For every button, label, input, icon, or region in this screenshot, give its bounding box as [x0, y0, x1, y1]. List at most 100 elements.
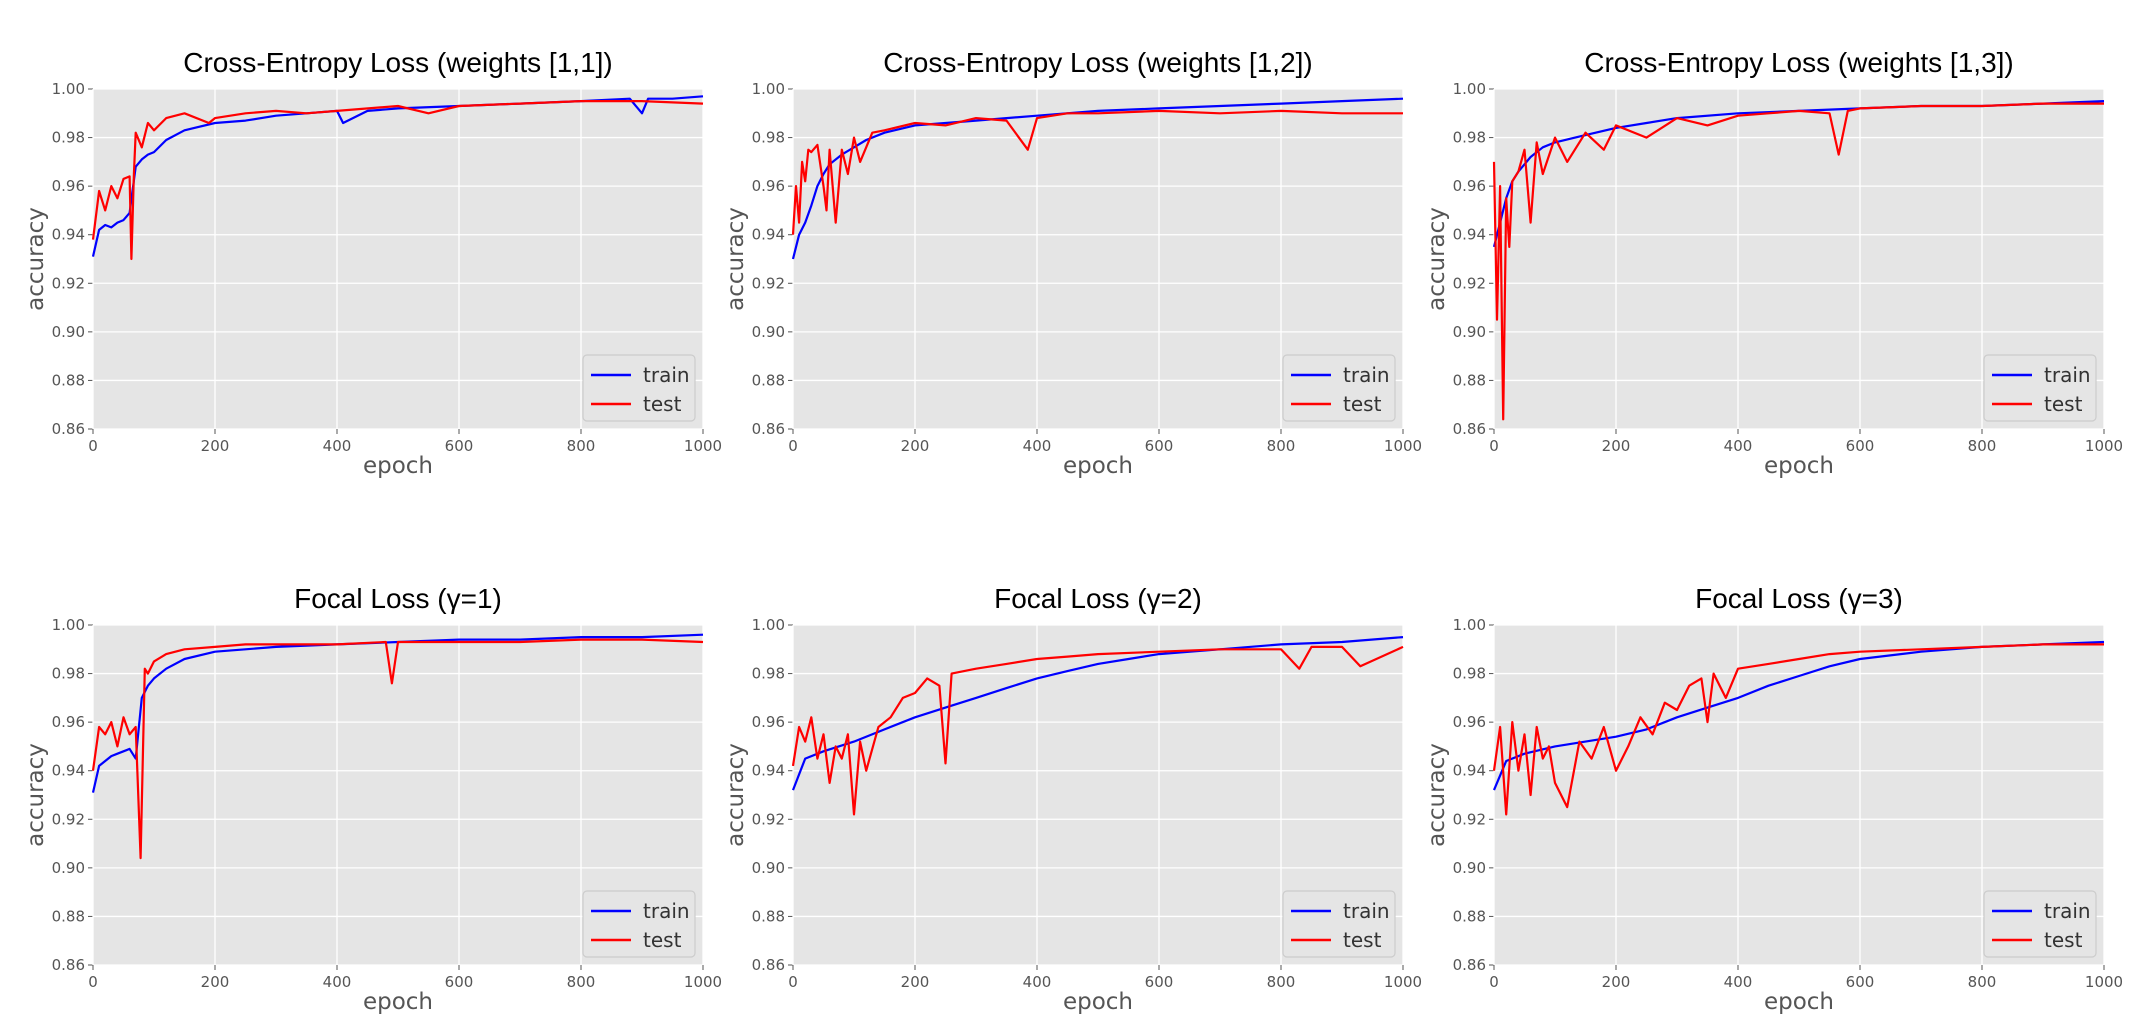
- y-tick-label: 1.00: [52, 616, 85, 634]
- x-tick-label: 0: [1489, 973, 1499, 991]
- y-tick-label: 0.86: [752, 420, 785, 438]
- x-tick-label: 1000: [1384, 437, 1422, 455]
- x-tick-label: 200: [201, 437, 230, 455]
- x-axis-label: epoch: [363, 989, 433, 1015]
- y-tick-label: 0.92: [1453, 274, 1486, 292]
- y-tick-label: 0.90: [1453, 859, 1486, 877]
- x-tick-label: 800: [1968, 973, 1997, 991]
- legend: train test: [582, 890, 696, 958]
- y-tick-label: 0.90: [752, 859, 785, 877]
- x-tick-label: 1000: [684, 437, 722, 455]
- x-tick-label: 400: [1724, 437, 1753, 455]
- y-tick-label: 0.86: [52, 420, 85, 438]
- x-tick-label: 200: [901, 973, 930, 991]
- x-axis-label: epoch: [1063, 453, 1133, 479]
- x-tick-label: 800: [1267, 437, 1296, 455]
- y-tick-label: 0.92: [52, 810, 85, 828]
- x-tick-label: 200: [1602, 437, 1631, 455]
- chart-panel-3: 0.86 0.88 0.90 0.92 0.94 0.96 0.98 1.00 0 200 400 6…: [1424, 47, 2123, 479]
- y-axis-label: accuracy: [723, 743, 749, 847]
- y-axis-label: accuracy: [1424, 743, 1450, 847]
- y-tick-label: 0.92: [52, 274, 85, 292]
- x-tick-label: 600: [1846, 437, 1875, 455]
- y-tick-label: 0.86: [1453, 420, 1486, 438]
- y-tick-label: 0.90: [1453, 323, 1486, 341]
- y-tick-label: 0.88: [1453, 371, 1486, 389]
- legend: train test: [1282, 354, 1396, 422]
- legend-label-train: train: [643, 363, 690, 387]
- y-tick-label: 0.96: [52, 177, 85, 195]
- y-tick-label: 0.98: [752, 129, 785, 147]
- legend-label-train: train: [1343, 363, 1390, 387]
- series-line-test: [91, 638, 704, 860]
- y-tick-label: 0.98: [52, 665, 85, 683]
- y-tick-label: 0.94: [752, 762, 785, 780]
- chart-panel-2: 0.86 0.88 0.90 0.92 0.94 0.96 0.98 1.00 0 200 400 6…: [723, 47, 1422, 479]
- y-tick-label: 0.94: [52, 762, 85, 780]
- legend-label-test: test: [2044, 928, 2083, 952]
- x-tick-label: 0: [88, 973, 98, 991]
- x-tick-label: 800: [567, 437, 596, 455]
- x-tick-label: 1000: [2085, 437, 2123, 455]
- x-tick-label: 0: [1489, 437, 1499, 455]
- y-tick-label: 0.86: [1453, 956, 1486, 974]
- y-tick-label: 0.96: [52, 713, 85, 731]
- x-tick-label: 1000: [2085, 973, 2123, 991]
- y-tick-label: 0.86: [752, 956, 785, 974]
- x-tick-label: 400: [323, 437, 352, 455]
- chart-title: Cross-Entropy Loss (weights [1,1]): [183, 47, 613, 78]
- x-axis-label: epoch: [1764, 989, 1834, 1015]
- series-line-train: [791, 97, 1404, 260]
- legend: train test: [1983, 890, 2097, 958]
- y-tick-label: 0.94: [52, 226, 85, 244]
- chart-title: Cross-Entropy Loss (weights [1,3]): [1584, 47, 2014, 78]
- legend-label-train: train: [1343, 899, 1390, 923]
- legend-label-test: test: [1343, 928, 1382, 952]
- chart-panel-1: 0.86 0.88 0.90 0.92 0.94 0.96 0.98 1.00 0 200 400 6…: [23, 47, 722, 479]
- y-tick-label: 0.88: [52, 907, 85, 925]
- x-tick-label: 400: [1023, 437, 1052, 455]
- y-tick-label: 0.96: [752, 713, 785, 731]
- y-tick-label: 0.96: [752, 177, 785, 195]
- y-axis-label: accuracy: [23, 207, 49, 311]
- y-axis-label: accuracy: [723, 207, 749, 311]
- x-axis-label: epoch: [1063, 989, 1133, 1015]
- legend: train test: [1983, 354, 2097, 422]
- y-tick-label: 1.00: [1453, 616, 1486, 634]
- x-tick-label: 600: [1145, 973, 1174, 991]
- x-axis-label: epoch: [1764, 453, 1834, 479]
- y-tick-label: 0.94: [1453, 762, 1486, 780]
- x-tick-label: 200: [1602, 973, 1631, 991]
- y-tick-label: 0.96: [1453, 177, 1486, 195]
- legend-label-test: test: [2044, 392, 2083, 416]
- legend: train test: [582, 354, 696, 422]
- x-tick-label: 400: [323, 973, 352, 991]
- y-tick-label: 1.00: [1453, 80, 1486, 98]
- x-tick-label: 600: [445, 973, 474, 991]
- y-tick-label: 0.94: [1453, 226, 1486, 244]
- y-tick-label: 0.90: [752, 323, 785, 341]
- series-line-test: [791, 645, 1404, 816]
- x-tick-label: 600: [1846, 973, 1875, 991]
- x-tick-label: 600: [1145, 437, 1174, 455]
- y-tick-label: 0.92: [752, 810, 785, 828]
- y-tick-label: 1.00: [52, 80, 85, 98]
- y-tick-label: 0.88: [752, 907, 785, 925]
- y-tick-label: 0.92: [752, 274, 785, 292]
- y-tick-label: 0.86: [52, 956, 85, 974]
- series-line-test: [791, 109, 1403, 235]
- y-tick-label: 0.96: [1453, 713, 1486, 731]
- series-line-test: [1492, 643, 2104, 816]
- x-tick-label: 1000: [684, 973, 722, 991]
- y-tick-label: 0.88: [1453, 907, 1486, 925]
- y-axis-label: accuracy: [23, 743, 49, 847]
- chart-title: Focal Loss (γ=2): [994, 583, 1202, 614]
- y-tick-label: 0.98: [1453, 129, 1486, 147]
- x-tick-label: 800: [1267, 973, 1296, 991]
- legend: train test: [1282, 890, 1396, 958]
- x-tick-label: 800: [567, 973, 596, 991]
- y-tick-label: 0.88: [752, 371, 785, 389]
- x-tick-label: 600: [445, 437, 474, 455]
- y-tick-label: 0.98: [1453, 665, 1486, 683]
